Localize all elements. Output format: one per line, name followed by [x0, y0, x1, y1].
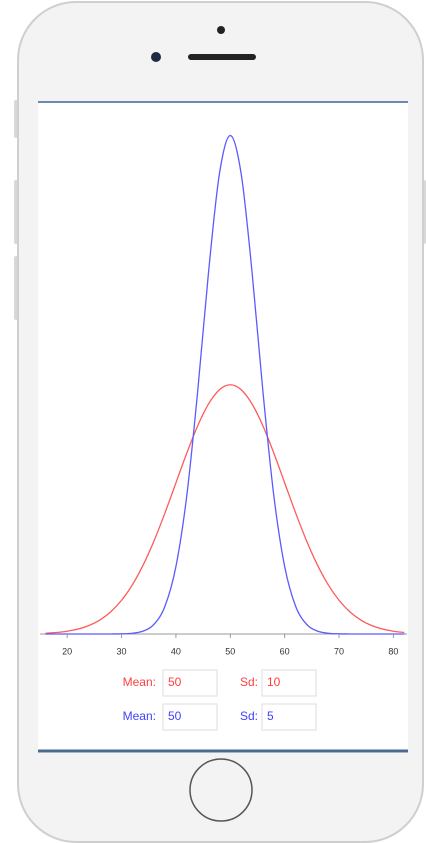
home-button[interactable]	[189, 758, 253, 822]
sensor	[217, 26, 225, 34]
mean-value: 50	[168, 675, 182, 689]
mean-label: Mean:	[123, 675, 156, 689]
sd-label: Sd:	[240, 675, 258, 689]
mean-label: Mean:	[123, 709, 156, 723]
sd-value: 5	[267, 709, 274, 723]
sd-input[interactable]	[261, 669, 317, 697]
x-tick-label: 70	[334, 646, 344, 656]
sd-value: 10	[267, 675, 281, 689]
mean-input[interactable]	[162, 703, 218, 731]
density-curve	[45, 384, 405, 634]
sd-input[interactable]	[261, 703, 317, 731]
camera	[151, 52, 161, 62]
sd-label: Sd:	[240, 709, 258, 723]
screen	[38, 101, 408, 753]
x-tick-label: 60	[280, 646, 290, 656]
mean-input[interactable]	[162, 669, 218, 697]
x-tick-label: 50	[225, 646, 235, 656]
x-tick-label: 30	[117, 646, 127, 656]
x-tick-label: 40	[171, 646, 181, 656]
plot-area	[45, 134, 405, 635]
x-tick-label: 20	[62, 646, 72, 656]
x-tick-label: 80	[388, 646, 398, 656]
density-curve	[45, 134, 405, 635]
mean-value: 50	[168, 709, 182, 723]
speaker	[188, 54, 256, 60]
